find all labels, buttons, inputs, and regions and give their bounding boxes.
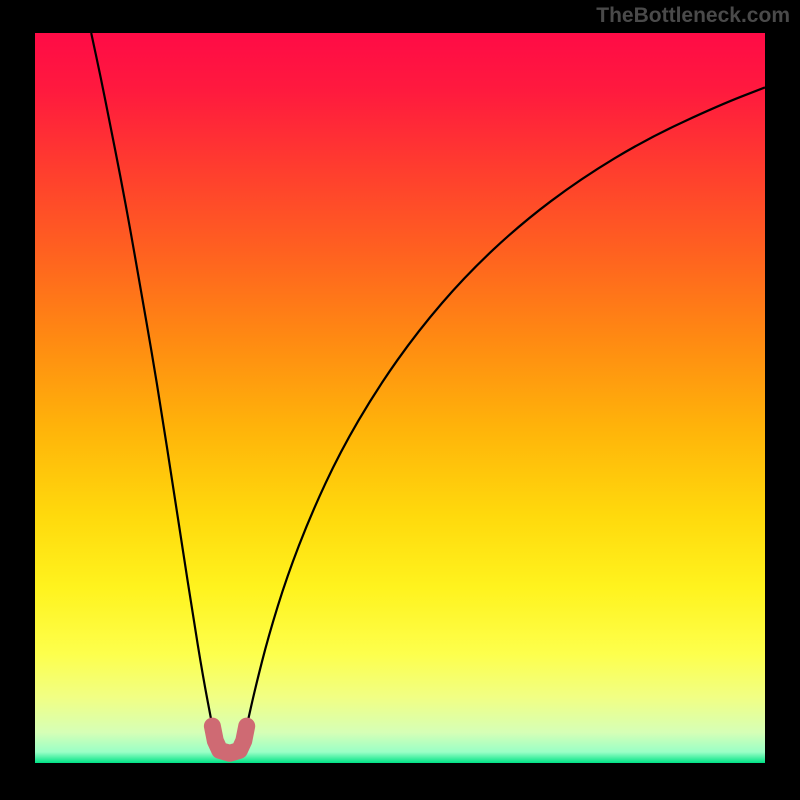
trough-marker bbox=[212, 726, 246, 753]
chart-container: TheBottleneck.com bbox=[0, 0, 800, 800]
curve-overlay bbox=[35, 33, 765, 768]
watermark-text: TheBottleneck.com bbox=[596, 4, 790, 28]
curve-left-branch bbox=[91, 33, 212, 726]
plot-area bbox=[35, 33, 765, 768]
curve-right-branch bbox=[247, 87, 765, 726]
